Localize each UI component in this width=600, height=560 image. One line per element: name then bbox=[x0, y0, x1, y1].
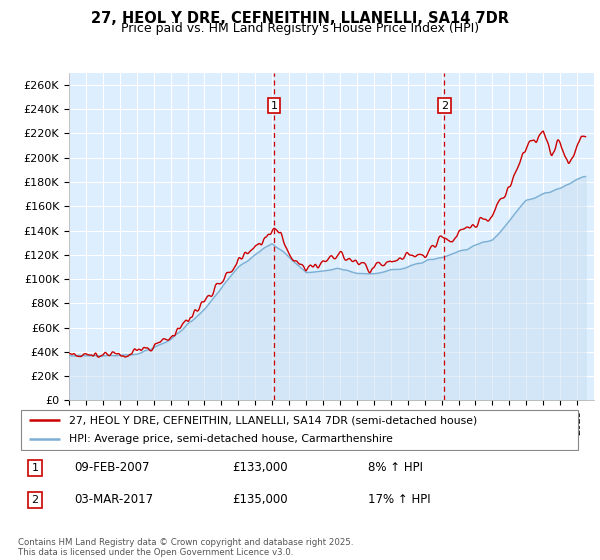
Text: 09-FEB-2007: 09-FEB-2007 bbox=[74, 461, 150, 474]
Text: 27, HEOL Y DRE, CEFNEITHIN, LLANELLI, SA14 7DR: 27, HEOL Y DRE, CEFNEITHIN, LLANELLI, SA… bbox=[91, 11, 509, 26]
Text: 2: 2 bbox=[441, 101, 448, 110]
Text: 17% ↑ HPI: 17% ↑ HPI bbox=[368, 493, 430, 506]
Text: Price paid vs. HM Land Registry's House Price Index (HPI): Price paid vs. HM Land Registry's House … bbox=[121, 22, 479, 35]
FancyBboxPatch shape bbox=[21, 410, 578, 450]
Text: 03-MAR-2017: 03-MAR-2017 bbox=[74, 493, 154, 506]
Text: HPI: Average price, semi-detached house, Carmarthenshire: HPI: Average price, semi-detached house,… bbox=[69, 435, 392, 445]
Text: 27, HEOL Y DRE, CEFNEITHIN, LLANELLI, SA14 7DR (semi-detached house): 27, HEOL Y DRE, CEFNEITHIN, LLANELLI, SA… bbox=[69, 415, 477, 425]
Text: 1: 1 bbox=[271, 101, 278, 110]
Text: 1: 1 bbox=[31, 463, 38, 473]
Text: Contains HM Land Registry data © Crown copyright and database right 2025.
This d: Contains HM Land Registry data © Crown c… bbox=[18, 538, 353, 557]
Text: £133,000: £133,000 bbox=[232, 461, 288, 474]
Text: £135,000: £135,000 bbox=[232, 493, 288, 506]
Text: 8% ↑ HPI: 8% ↑ HPI bbox=[368, 461, 422, 474]
Text: 2: 2 bbox=[31, 495, 38, 505]
